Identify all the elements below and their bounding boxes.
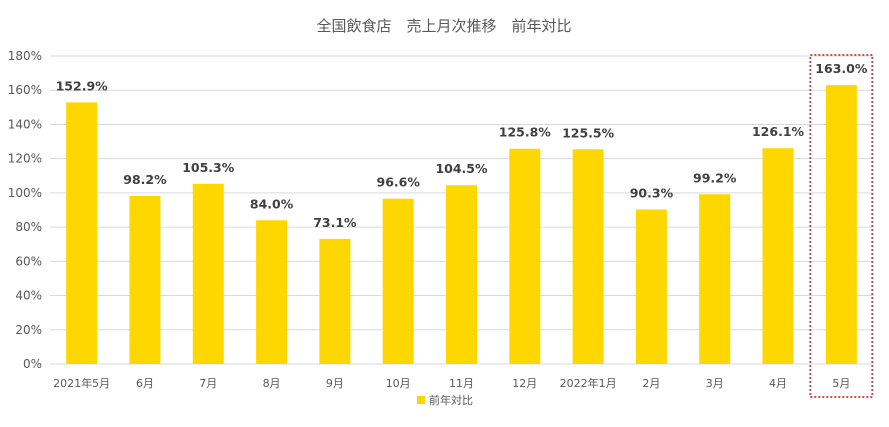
bar bbox=[762, 148, 794, 364]
highlight bbox=[809, 54, 874, 398]
data-label: 125.8% bbox=[499, 125, 552, 140]
legend: 前年対比 bbox=[417, 393, 473, 407]
data-label: 98.2% bbox=[123, 172, 167, 187]
x-tick-label: 4月 bbox=[769, 377, 787, 390]
y-tick-label: 20% bbox=[15, 323, 42, 337]
y-tick-label: 180% bbox=[8, 49, 42, 63]
bar bbox=[66, 102, 98, 365]
x-tick-label: 8月 bbox=[263, 377, 281, 390]
x-tick-label: 7月 bbox=[199, 377, 217, 390]
x-tick-label: 3月 bbox=[706, 377, 724, 390]
data-label: 104.5% bbox=[435, 161, 488, 176]
data-label: 96.6% bbox=[377, 175, 421, 190]
bar bbox=[699, 194, 731, 364]
y-axis-ticks: 0% 20% 40% 60% 80% 100% 120% 140% 160% 180% bbox=[8, 49, 42, 371]
bar bbox=[572, 149, 604, 364]
bar bbox=[256, 220, 288, 364]
x-tick-label: 2月 bbox=[642, 377, 660, 390]
chart-title: 全国飲食店 売上月次推移 前年対比 bbox=[316, 17, 571, 35]
y-tick-label: 100% bbox=[8, 186, 42, 200]
y-tick-label: 160% bbox=[8, 83, 42, 97]
highlight-box bbox=[809, 54, 874, 398]
x-tick-label: 12月 bbox=[512, 377, 537, 390]
data-label: 90.3% bbox=[630, 185, 674, 200]
data-label: 152.9% bbox=[56, 78, 109, 93]
y-tick-label: 0% bbox=[23, 357, 42, 371]
y-tick-label: 80% bbox=[15, 220, 42, 234]
x-axis-ticks: 2021年5月 6月 7月 8月 9月 10月 11月 12月 2022年1月 2月 3月 4月 5月 bbox=[53, 376, 850, 390]
bar bbox=[192, 183, 224, 364]
bar bbox=[825, 85, 857, 364]
data-label: 105.3% bbox=[182, 160, 235, 175]
bar bbox=[635, 209, 667, 364]
x-tick-label: 11月 bbox=[449, 377, 474, 390]
bar bbox=[509, 148, 541, 364]
x-tick-label: 6月 bbox=[136, 377, 154, 390]
y-tick-label: 120% bbox=[8, 152, 42, 166]
x-tick-label: 2022年1月 bbox=[560, 376, 617, 390]
data-label: 84.0% bbox=[250, 196, 294, 211]
x-tick-label: 9月 bbox=[326, 377, 344, 390]
y-tick-label: 60% bbox=[15, 254, 42, 268]
bar bbox=[319, 238, 351, 364]
bar bbox=[129, 195, 161, 364]
data-labels: 152.9% 98.2% 105.3% 84.0% 73.1% 96.6% 104.5% 12… bbox=[56, 61, 868, 230]
y-tick-label: 40% bbox=[15, 289, 42, 303]
x-tick-label: 2021年5月 bbox=[53, 376, 110, 390]
bar bbox=[446, 185, 477, 364]
data-label: 99.2% bbox=[693, 170, 737, 185]
bars bbox=[66, 85, 857, 365]
data-label: 73.1% bbox=[313, 215, 357, 230]
data-label: 126.1% bbox=[752, 124, 805, 139]
x-tick-label: 5月 bbox=[832, 377, 850, 390]
data-label: 125.5% bbox=[562, 125, 615, 140]
x-tick-label: 10月 bbox=[386, 377, 411, 390]
data-label: 163.0% bbox=[815, 61, 868, 76]
y-tick-label: 140% bbox=[8, 117, 42, 131]
legend-swatch bbox=[417, 396, 425, 404]
bar bbox=[382, 198, 414, 364]
legend-label: 前年対比 bbox=[429, 393, 473, 407]
